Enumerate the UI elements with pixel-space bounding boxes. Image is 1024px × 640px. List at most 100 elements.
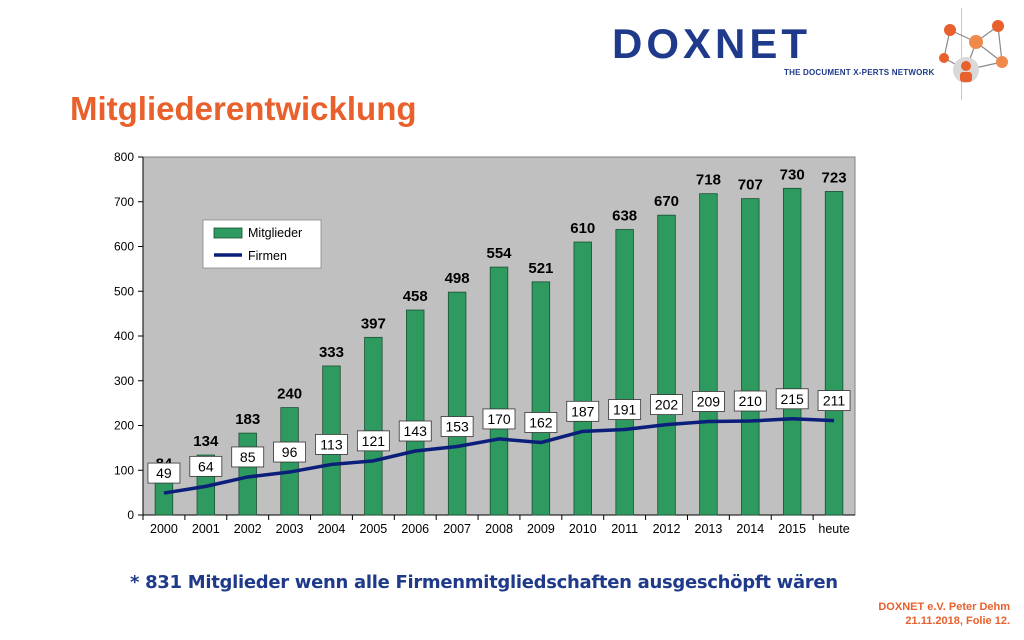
line-value-box (775, 388, 809, 410)
x-tick-label: 2010 (569, 522, 597, 536)
line-value-label: 187 (571, 403, 595, 419)
y-tick-label: 100 (114, 463, 134, 477)
line-value-label: 215 (780, 391, 804, 407)
bar-mitglieder (824, 191, 844, 516)
x-tick-label: 2004 (318, 522, 346, 536)
bar-value-label: 610 (570, 220, 595, 237)
line-value-label: 209 (697, 393, 721, 409)
line-value-box (440, 416, 474, 437)
footer-date: 21.11.2018, Folie 12. (905, 615, 1010, 627)
bar-mitglieder (657, 214, 676, 516)
bar-value-label: 723 (822, 169, 847, 186)
bar-mitglieder (573, 241, 592, 516)
bar-mitglieder (615, 229, 634, 516)
bar-value-label: 240 (277, 386, 302, 403)
bar-mitglieder (782, 187, 802, 516)
header-divider (961, 8, 962, 100)
bar-mitglieder (531, 281, 551, 516)
line-value-label: 143 (404, 423, 428, 439)
members-chart: 0100200300400500600700800200084200113420… (114, 150, 856, 536)
x-tick-label: 2006 (401, 522, 429, 536)
line-value-label: 170 (487, 411, 511, 427)
line-value-box (524, 412, 558, 433)
line-value-box (650, 394, 683, 416)
y-tick-label: 800 (114, 150, 134, 164)
x-tick-label: 2008 (485, 522, 513, 536)
bar-value-label: 718 (696, 172, 721, 189)
bar-value-label: 134 (193, 433, 219, 450)
y-tick-label: 0 (127, 508, 134, 522)
line-value-box (733, 390, 767, 412)
line-value-box (692, 391, 725, 412)
footnote: * 831 Mitglieder wenn alle Firmenmitglie… (130, 572, 838, 593)
bar-mitglieder (699, 193, 718, 516)
line-value-box (231, 446, 265, 468)
bar-mitglieder (741, 198, 760, 516)
line-value-box (398, 420, 432, 442)
y-tick-label: 300 (114, 374, 134, 388)
bar-value-label: 670 (654, 193, 679, 210)
x-tick-label: 2002 (234, 522, 262, 536)
bar-value-label: 554 (486, 245, 512, 262)
line-value-label: 162 (529, 415, 553, 431)
bar-value-label: 707 (738, 177, 763, 194)
bar-value-label: 333 (319, 344, 344, 361)
x-tick-label: 2009 (527, 522, 555, 536)
line-value-box (147, 462, 181, 484)
x-tick-label: 2007 (443, 522, 471, 536)
x-tick-label: 2011 (611, 522, 638, 536)
bar-mitglieder (489, 266, 509, 516)
line-value-label: 211 (823, 393, 846, 409)
line-value-label: 49 (156, 465, 172, 481)
x-tick-label: 2012 (653, 522, 681, 536)
bar-value-label: 498 (445, 270, 470, 287)
bar-value-label: 638 (612, 207, 637, 224)
line-value-box (566, 400, 600, 422)
x-tick-label: 2014 (736, 522, 764, 536)
line-value-box (315, 434, 348, 455)
line-value-label: 85 (240, 449, 256, 465)
doxnet-logo: DOXNET THE DOCUMENT X-PERTS NETWORK (612, 20, 934, 88)
line-value-box (817, 390, 851, 411)
line-value-box (482, 408, 516, 430)
legend-label-mitglieder: Mitglieder (248, 226, 302, 240)
line-value-label: 153 (445, 419, 469, 435)
line-value-label: 191 (613, 402, 637, 418)
x-tick-label: 2003 (276, 522, 304, 536)
bar-value-label: 730 (780, 166, 805, 183)
line-value-box (189, 455, 223, 477)
legend-swatch-mitglieder (213, 227, 243, 239)
x-tick-label: 2001 (192, 522, 220, 536)
x-tick-label: 2000 (150, 522, 178, 536)
y-tick-label: 400 (114, 329, 134, 343)
line-value-label: 121 (362, 433, 386, 449)
x-tick-label: heute (818, 522, 849, 536)
y-tick-label: 200 (114, 419, 134, 433)
y-tick-label: 500 (114, 284, 134, 298)
line-value-label: 113 (320, 436, 343, 452)
line-value-label: 64 (198, 458, 214, 474)
line-value-box (273, 441, 306, 463)
x-tick-label: 2015 (778, 522, 806, 536)
bar-value-label: 521 (528, 260, 553, 277)
legend-label-firmen: Firmen (248, 249, 287, 263)
page-title: Mitgliederentwicklung (70, 90, 417, 127)
chart-container: 0100200300400500600700800200084200113420… (100, 145, 860, 550)
line-value-label: 202 (655, 397, 679, 413)
bar-value-label: 397 (361, 315, 386, 332)
line-value-label: 210 (739, 393, 763, 409)
bar-mitglieder (238, 432, 257, 516)
line-value-box (608, 399, 642, 420)
logo-wordmark: DOXNET (612, 20, 812, 67)
line-firmen (163, 417, 835, 495)
line-value-label: 96 (282, 444, 298, 460)
y-tick-label: 700 (114, 195, 134, 209)
bar-value-label: 458 (403, 288, 428, 305)
bar-mitglieder (364, 336, 383, 516)
y-tick-label: 600 (114, 240, 134, 254)
line-value-box (356, 430, 390, 452)
network-people-icon (939, 20, 1008, 83)
bar-value-label: 183 (235, 411, 260, 428)
bar-mitglieder (406, 309, 425, 516)
logo-tagline: THE DOCUMENT X-PERTS NETWORK (784, 68, 935, 77)
